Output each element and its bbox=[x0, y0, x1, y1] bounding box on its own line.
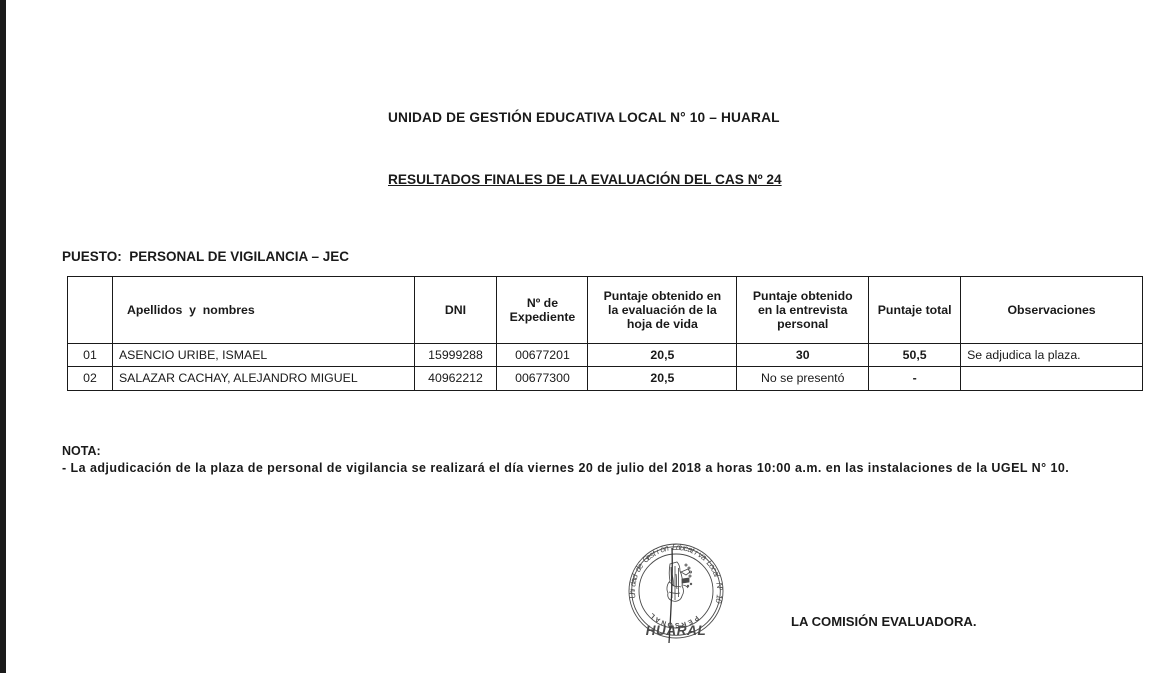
svg-text:U n i d: U n i d a d d e G e s t i ó n E d u c a … bbox=[627, 542, 726, 605]
svg-text:HUARAL: HUARAL bbox=[646, 623, 707, 638]
